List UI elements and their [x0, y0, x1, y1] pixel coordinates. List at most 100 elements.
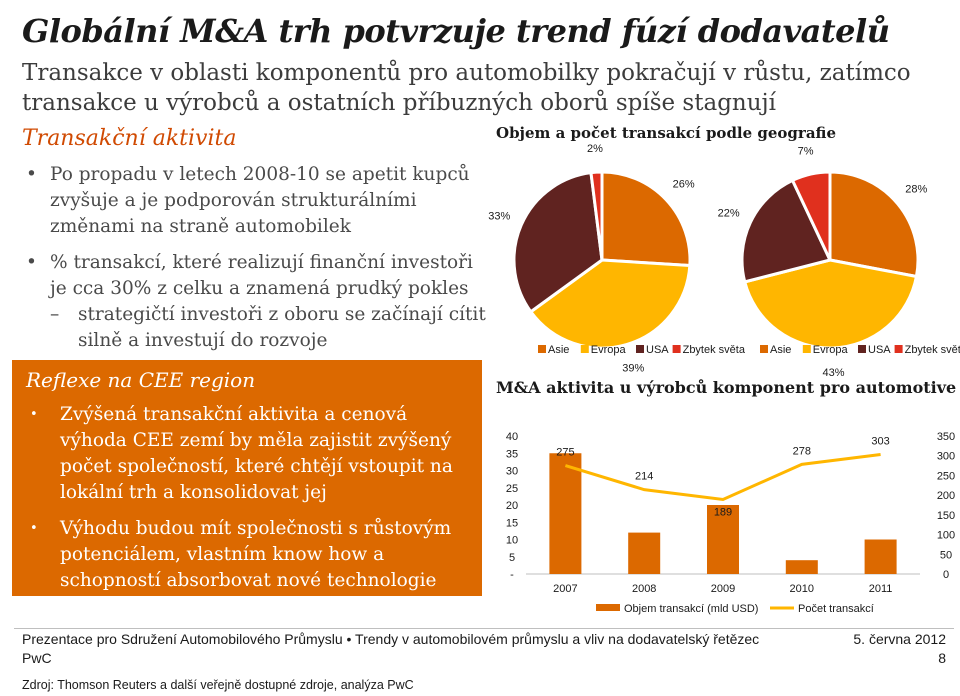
- y-left-tick: 25: [506, 483, 518, 495]
- panel-bullet: • Zvýšená transakční aktivita a cenová v…: [26, 402, 476, 506]
- x-tick-label: 2008: [632, 583, 656, 595]
- pie-slice-asie: [828, 170, 920, 279]
- x-tick-label: 2009: [711, 583, 735, 595]
- pie-slice-zbytek-světa: [790, 170, 832, 261]
- y-right-tick: 100: [937, 530, 955, 542]
- line-data-label: 278: [793, 445, 811, 457]
- legend-label: Asie: [770, 344, 791, 356]
- bullet-text: % transakcí, které realizují finanční in…: [50, 252, 473, 299]
- legend-swatch: [894, 345, 903, 353]
- geo-chart-title: Objem a počet transakcí podle geografie: [496, 124, 836, 142]
- line-series-pocet: [564, 453, 881, 502]
- panel-bullets: • Zvýšená transakční aktivita a cenová v…: [26, 402, 476, 604]
- bullet-glyph: •: [30, 521, 38, 536]
- line-data-label: 189: [714, 506, 732, 518]
- pie-data-label: 33%: [488, 211, 510, 223]
- y-left-tick: 20: [506, 500, 518, 512]
- x-tick-label: 2010: [790, 583, 814, 595]
- line-data-label: 214: [635, 471, 653, 483]
- line-data-label: 275: [556, 447, 574, 459]
- legend-swatch: [802, 345, 811, 353]
- panel-bullet-text: Zvýšená transakční aktivita a cenová výh…: [60, 404, 453, 503]
- geography-pie-charts: 26% 39% 33% 2% Asie Evropa USA Zbytek světa 28% 4…: [488, 143, 960, 379]
- bullet-glyph: •: [26, 164, 37, 185]
- y-right-tick: 300: [937, 451, 955, 463]
- activity-bullet: • Po propadu v letech 2008-10 se apetit …: [22, 162, 492, 240]
- legend-label: Počet transakcí: [798, 603, 874, 615]
- y-right-tick: 150: [937, 510, 955, 522]
- legend-label: Evropa: [813, 344, 849, 356]
- footer-company: PwC: [22, 650, 52, 666]
- legend-label: Objem transakcí (mld USD): [624, 603, 758, 615]
- pie-data-label: 39%: [622, 363, 644, 375]
- legend-swatch: [580, 345, 589, 353]
- footer-divider: [14, 628, 954, 629]
- legend-swatch: [672, 345, 681, 353]
- bullet-text: Po propadu v letech 2008-10 se apetit ku…: [50, 164, 470, 237]
- pie-slice-evropa: [742, 258, 919, 350]
- y-right-tick: 350: [937, 431, 955, 443]
- pie-slice-zbytek-světa: [589, 170, 604, 261]
- pie-slice-usa: [512, 171, 604, 314]
- bar-chart-title: M&A aktivita u výrobců komponent pro aut…: [496, 378, 957, 397]
- x-tick-label: 2011: [869, 583, 893, 595]
- y-left-tick: 30: [506, 466, 518, 478]
- bar-2010: [785, 560, 818, 574]
- dash-glyph: –: [50, 304, 60, 325]
- page-number: 8: [938, 650, 946, 666]
- panel-bullet: • Výhodu budou mít společnosti s růstový…: [26, 516, 476, 594]
- panel-bullet-text: Výhodu budou mít společnosti s růstovým …: [60, 518, 452, 591]
- y-right-tick: 50: [940, 549, 952, 561]
- legend-swatch: [760, 345, 768, 353]
- legend-label: USA: [868, 344, 891, 356]
- y-right-tick: 250: [937, 470, 955, 482]
- y-left-tick: 5: [509, 552, 515, 564]
- pie-data-label: 26%: [673, 178, 695, 190]
- footer-date: 5. června 2012: [853, 631, 946, 647]
- bullet-glyph: •: [26, 252, 37, 273]
- activity-bullet: • % transakcí, které realizují finanční …: [22, 250, 492, 354]
- legend-label: Asie: [548, 344, 569, 356]
- bar-2011: [864, 539, 897, 574]
- panel-title: Reflexe na CEE region: [26, 368, 256, 392]
- source-note: Zdroj: Thomson Reuters a další veřejně d…: [22, 678, 414, 692]
- y-left-tick: -: [510, 569, 514, 581]
- pie-data-label: 7%: [798, 146, 814, 158]
- pie-slice-evropa: [528, 258, 692, 350]
- legend-label: Evropa: [591, 344, 627, 356]
- legend-label: USA: [646, 344, 669, 356]
- y-left-tick: 35: [506, 448, 518, 460]
- sub-bullet-text: strategičtí investoři z oboru se začínaj…: [78, 304, 486, 351]
- y-left-tick: 15: [506, 517, 518, 529]
- pie-data-label: 28%: [905, 184, 927, 196]
- bar-2008: [628, 532, 661, 574]
- pie-data-label: 22%: [718, 207, 740, 219]
- pie-slice-usa: [740, 178, 833, 284]
- x-tick-label: 2007: [553, 583, 577, 595]
- cee-panel: Reflexe na CEE region • Zvýšená transakč…: [12, 360, 482, 596]
- line-data-label: 303: [871, 436, 889, 448]
- legend-swatch: [538, 345, 546, 353]
- legend-swatch: [636, 345, 644, 353]
- sub-bullet: – strategičtí investoři z oboru se začín…: [50, 302, 492, 354]
- automotive-ma-chart: - 5 10 15 20 25 30 35 40 0 50 100 150 200 250 300 350 275…: [506, 431, 955, 615]
- legend-swatch: [858, 345, 866, 353]
- pie-data-label: 2%: [587, 143, 603, 155]
- y-right-tick: 200: [937, 490, 955, 502]
- legend-swatch-bar: [596, 604, 620, 611]
- legend-label: Zbytek světa: [905, 344, 960, 356]
- pie-slice-asie: [600, 170, 692, 268]
- bullet-glyph: •: [30, 407, 38, 422]
- bar-2007: [549, 453, 582, 574]
- y-left-tick: 40: [506, 431, 518, 443]
- legend-label: Zbytek světa: [683, 344, 746, 356]
- y-right-tick: 0: [943, 569, 949, 581]
- activity-bullets: • Po propadu v letech 2008-10 se apetit …: [22, 162, 492, 364]
- page-title: Globální M&A trh potvrzuje trend fúzí do…: [22, 12, 890, 50]
- footer-presentation: Prezentace pro Sdružení Automobilového P…: [22, 631, 760, 647]
- bar-2009: [707, 505, 739, 574]
- section-title: Transakční aktivita: [22, 126, 237, 151]
- y-left-tick: 10: [506, 535, 518, 547]
- pie-data-label: 43%: [823, 367, 845, 379]
- page-subtitle: Transakce v oblasti komponentů pro autom…: [22, 60, 911, 116]
